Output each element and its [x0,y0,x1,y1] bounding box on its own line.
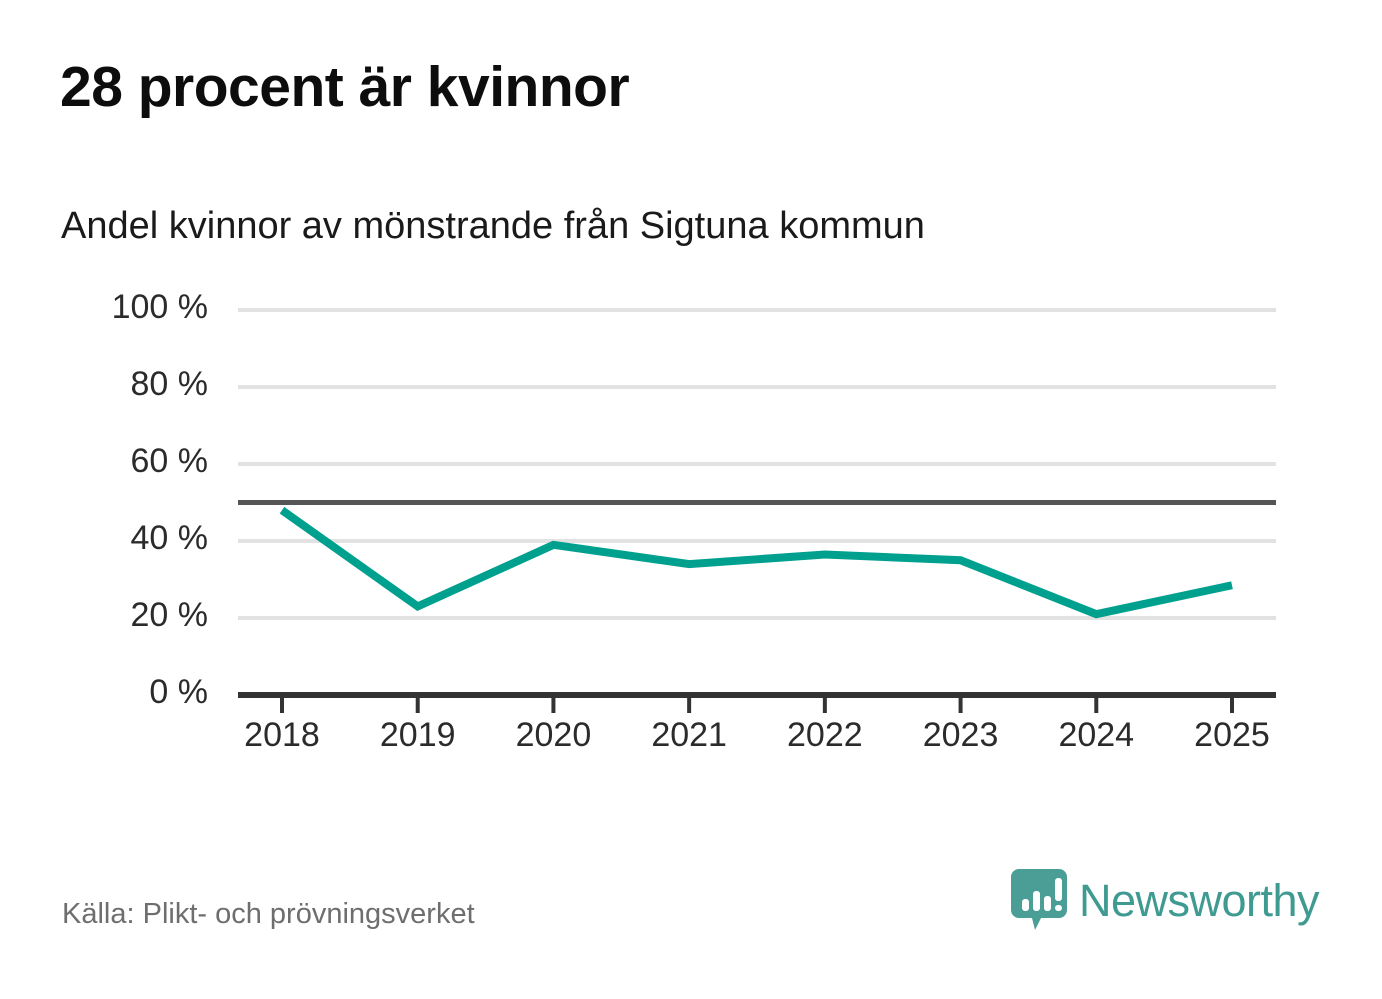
chart-subtitle: Andel kvinnor av mönstrande från Sigtuna… [61,205,925,247]
y-axis-label-20: 20 % [130,596,209,634]
x-axis-label-2024: 2024 [1058,716,1135,754]
y-axis-label-100: 100 % [111,288,208,326]
x-axis-label-2025: 2025 [1194,716,1270,754]
source-note: Källa: Plikt- och prövningsverket [62,898,475,930]
gridline-group [238,308,1276,620]
y-axis-label-0: 0 % [149,673,208,711]
newsworthy-logo[interactable]: Newsworthy [1011,869,1320,931]
y-axis-label-40: 40 % [130,519,209,557]
x-axis-label-2023: 2023 [922,716,999,754]
page-title: 28 procent är kvinnor [60,55,630,119]
x-axis-label-2018: 2018 [244,716,320,754]
data-line-Andel kvinnor [279,506,1233,619]
y-axis-label-80: 80 % [130,365,209,403]
data-series-group [279,506,1233,619]
logo-wordmark: Newsworthy [1079,874,1320,926]
x-tick-group [280,695,1234,713]
x-axis-label-2020: 2020 [515,716,592,754]
x-axis-label-2021: 2021 [651,716,727,754]
x-axis-label-2022: 2022 [787,716,863,754]
bar-chart-speech-bubble-icon [1011,869,1067,930]
y-axis-label-60: 60 % [130,442,209,480]
x-axis-label-2019: 2019 [379,716,456,754]
